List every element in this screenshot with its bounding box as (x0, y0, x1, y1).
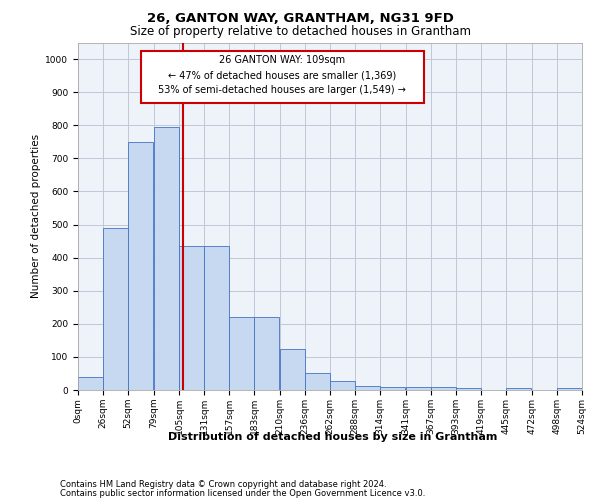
Text: Contains public sector information licensed under the Open Government Licence v3: Contains public sector information licen… (60, 488, 425, 498)
Text: Distribution of detached houses by size in Grantham: Distribution of detached houses by size … (169, 432, 497, 442)
Text: 26 GANTON WAY: 109sqm: 26 GANTON WAY: 109sqm (220, 54, 346, 64)
Bar (78, 377, 103, 390)
Bar (355, 386, 380, 390)
Text: 26, GANTON WAY, GRANTHAM, NG31 9FD: 26, GANTON WAY, GRANTHAM, NG31 9FD (146, 12, 454, 26)
Text: ← 47% of detached houses are smaller (1,369): ← 47% of detached houses are smaller (1,… (168, 70, 397, 81)
Bar (140, 52, 424, 102)
Bar (179, 246, 204, 390)
Bar (557, 388, 582, 390)
Text: 53% of semi-detached houses are larger (1,549) →: 53% of semi-detached houses are larger (… (158, 85, 406, 95)
Bar (154, 127, 179, 390)
Bar (254, 317, 279, 390)
Bar (229, 317, 254, 390)
Bar (204, 246, 229, 390)
Bar (128, 142, 153, 390)
Bar (380, 386, 405, 390)
Bar (456, 388, 481, 390)
Bar (406, 386, 431, 390)
Bar (330, 381, 355, 390)
Text: Size of property relative to detached houses in Grantham: Size of property relative to detached ho… (130, 25, 470, 38)
Text: Contains HM Land Registry data © Crown copyright and database right 2024.: Contains HM Land Registry data © Crown c… (60, 480, 386, 489)
Y-axis label: Number of detached properties: Number of detached properties (31, 134, 41, 298)
Bar (431, 386, 456, 390)
Bar (506, 388, 531, 390)
Bar (305, 374, 330, 390)
Bar (280, 348, 305, 390)
Bar (103, 228, 128, 390)
